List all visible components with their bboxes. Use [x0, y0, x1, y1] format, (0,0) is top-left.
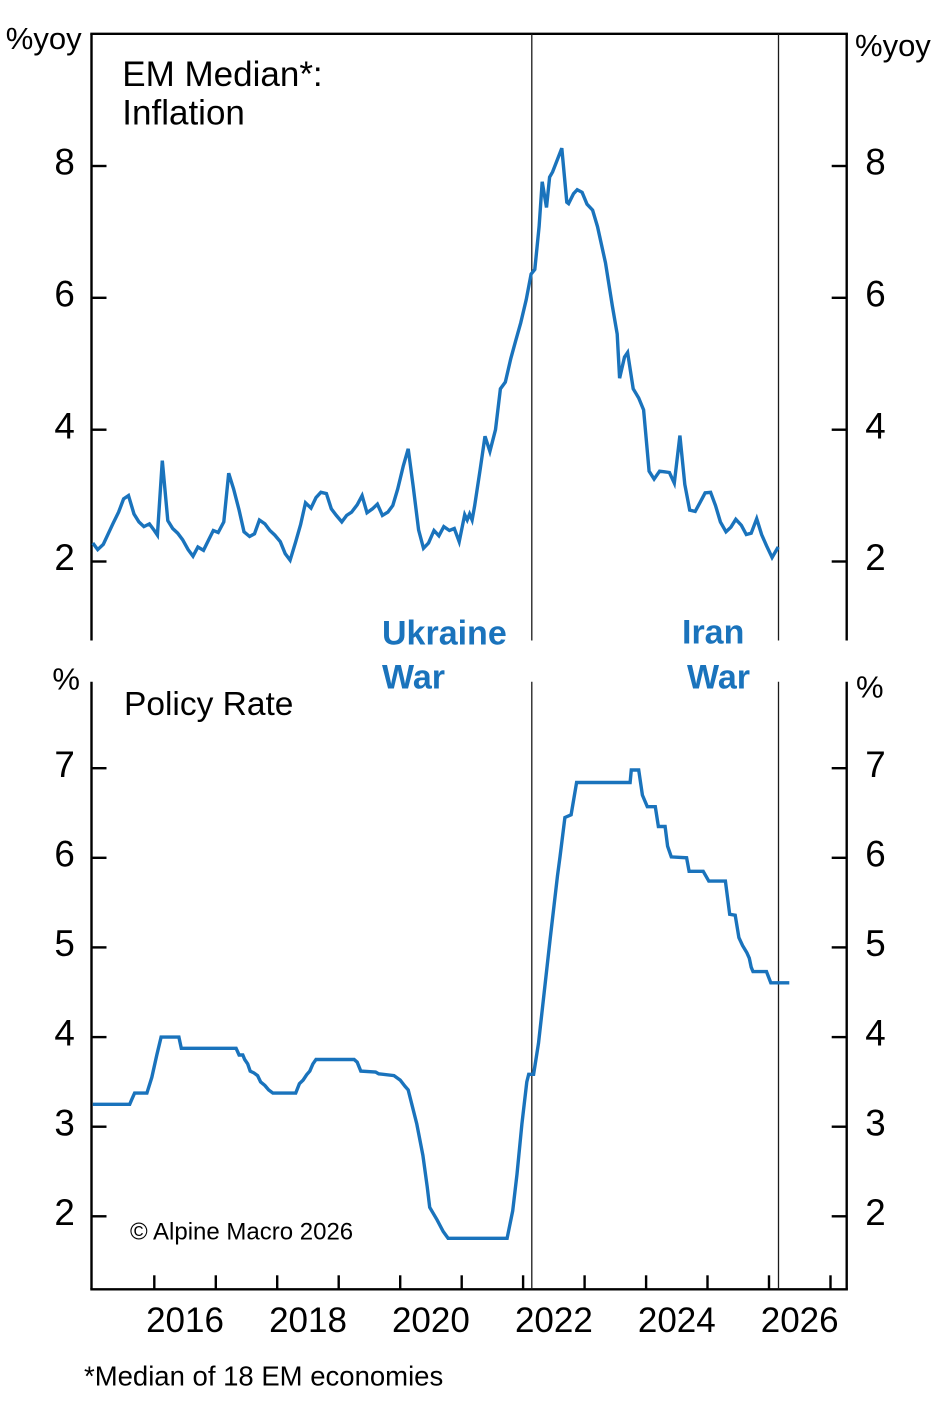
svg-text:2022: 2022 [515, 1301, 593, 1340]
svg-text:2: 2 [54, 1192, 74, 1233]
svg-text:7: 7 [865, 744, 885, 785]
svg-text:2: 2 [865, 537, 885, 578]
svg-text:War: War [687, 658, 750, 696]
svg-text:6: 6 [54, 833, 74, 874]
svg-text:2024: 2024 [638, 1301, 716, 1340]
svg-text:5: 5 [54, 923, 74, 964]
svg-text:%: % [856, 669, 884, 704]
svg-text:2026: 2026 [761, 1301, 839, 1340]
svg-text:4: 4 [865, 1013, 885, 1054]
svg-text:EM Median*:: EM Median*: [122, 55, 322, 94]
svg-text:6: 6 [54, 273, 74, 314]
svg-text:4: 4 [54, 405, 74, 446]
svg-text:2: 2 [54, 537, 74, 578]
svg-text:%yoy: %yoy [855, 28, 931, 63]
svg-text:2020: 2020 [392, 1301, 470, 1340]
svg-text:Iran: Iran [682, 614, 744, 652]
svg-text:3: 3 [865, 1102, 885, 1143]
svg-text:3: 3 [54, 1102, 74, 1143]
svg-text:8: 8 [865, 142, 885, 183]
svg-text:© Alpine Macro 2026: © Alpine Macro 2026 [130, 1219, 353, 1246]
svg-text:6: 6 [865, 833, 885, 874]
svg-text:2018: 2018 [269, 1301, 347, 1340]
svg-text:4: 4 [865, 405, 885, 446]
svg-text:*Median of 18 EM economies: *Median of 18 EM economies [84, 1361, 443, 1392]
svg-text:Policy Rate: Policy Rate [124, 686, 293, 723]
svg-text:8: 8 [54, 142, 74, 183]
svg-text:2: 2 [865, 1192, 885, 1233]
svg-text:Inflation: Inflation [122, 93, 245, 132]
svg-text:6: 6 [865, 273, 885, 314]
svg-text:%: % [52, 662, 80, 697]
svg-text:5: 5 [865, 923, 885, 964]
svg-text:4: 4 [54, 1013, 74, 1054]
svg-text:%yoy: %yoy [6, 21, 82, 56]
svg-text:7: 7 [54, 744, 74, 785]
svg-text:War: War [382, 659, 445, 697]
svg-text:2016: 2016 [146, 1301, 224, 1340]
svg-text:Ukraine: Ukraine [382, 614, 507, 652]
